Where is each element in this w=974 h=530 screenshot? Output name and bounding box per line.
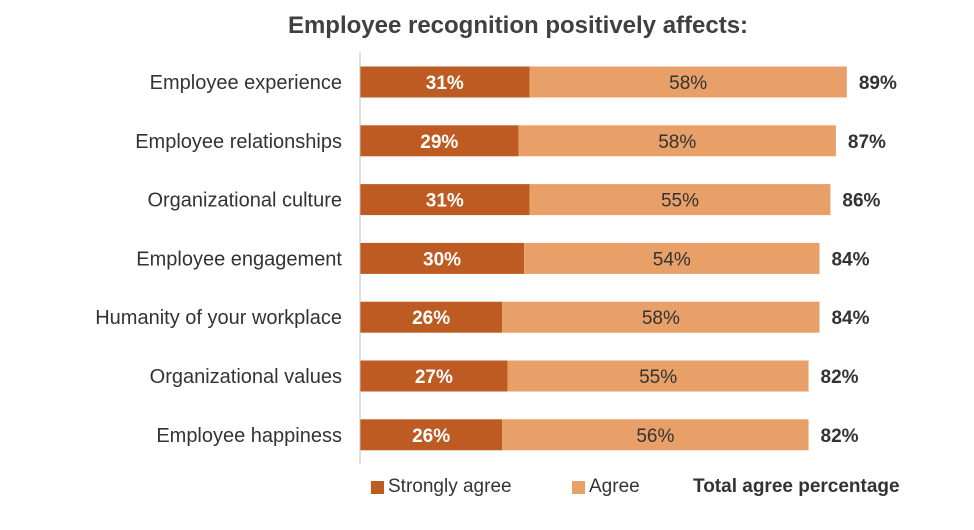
bar-segment-strongly-agree (360, 419, 503, 451)
category-label: Organizational culture (147, 190, 342, 212)
total-label: 89% (859, 73, 897, 94)
data-label: 30% (423, 249, 461, 270)
data-label: 55% (661, 191, 699, 212)
data-label: 58% (658, 132, 696, 153)
bar-segment-strongly-agree (360, 242, 525, 274)
category-label: Employee happiness (156, 425, 342, 447)
bar-segment-agree (507, 360, 809, 392)
data-label: 55% (639, 367, 677, 388)
bar-segment-agree (502, 301, 820, 333)
category-label: Organizational values (150, 366, 342, 388)
bar-segment-agree (518, 125, 836, 157)
legend-label: Agree (589, 476, 640, 497)
legend-swatch-strongly-agree (371, 481, 384, 494)
data-label: 56% (636, 426, 674, 447)
data-label: 26% (412, 308, 450, 329)
legend-swatch-agree (572, 481, 585, 494)
category-label: Employee experience (150, 72, 342, 94)
chart-title: Employee recognition positively affects: (288, 12, 748, 39)
legend-label: Strongly agree (388, 476, 512, 497)
bar-segment-agree (524, 242, 820, 274)
category-label: Employee engagement (136, 248, 342, 270)
bar-segment-agree (502, 419, 809, 451)
plot-area: Employee experience 31% 58% 89% Employee rel… (95, 52, 897, 465)
total-label: 87% (848, 132, 886, 153)
total-label: 86% (842, 191, 880, 212)
data-label: 26% (412, 426, 450, 447)
total-label: 84% (831, 249, 869, 270)
total-label: 84% (831, 308, 869, 329)
data-label: 54% (653, 249, 691, 270)
data-label: 31% (426, 73, 464, 94)
category-label: Employee relationships (135, 131, 342, 153)
data-label: 31% (426, 191, 464, 212)
legend-total-label: Total agree percentage (693, 476, 900, 497)
bar-segment-strongly-agree (360, 301, 503, 333)
bar-segment-agree (529, 66, 847, 98)
bar-segment-strongly-agree (360, 360, 508, 392)
bar-segment-strongly-agree (360, 184, 530, 216)
data-label: 29% (420, 132, 458, 153)
data-label: 58% (669, 73, 707, 94)
bar-segment-agree (529, 184, 831, 216)
data-label: 27% (415, 367, 453, 388)
total-label: 82% (821, 426, 859, 447)
total-label: 82% (821, 367, 859, 388)
category-label: Humanity of your workplace (95, 307, 342, 329)
bar-segment-strongly-agree (360, 66, 530, 98)
bar-segment-strongly-agree (360, 125, 519, 157)
data-label: 58% (642, 308, 680, 329)
legend: Strongly agree Agree Total agree percentag… (371, 476, 900, 497)
